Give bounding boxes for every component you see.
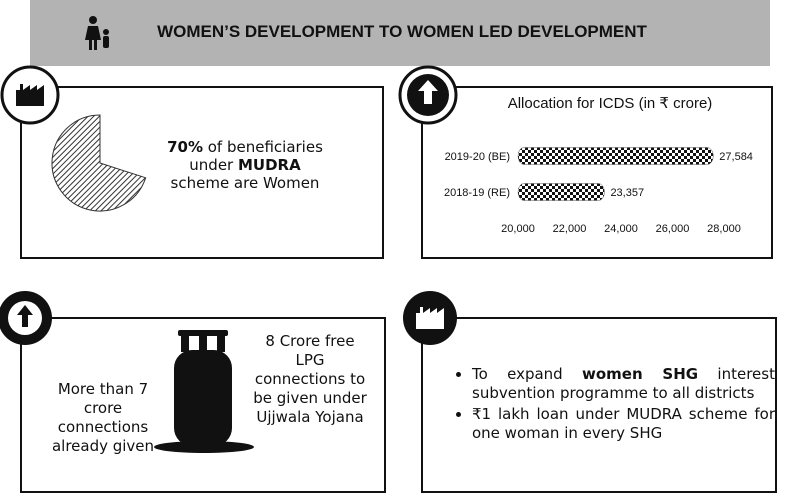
chart-title: Allocation for ICDS (in ₹ crore) — [508, 95, 713, 112]
bar — [517, 147, 714, 165]
text: of beneficiaries under — [189, 138, 323, 174]
value-label: 27,584 — [719, 151, 753, 163]
bullet: To expand women SHG interest subvention … — [472, 365, 775, 403]
panel — [421, 317, 777, 493]
gas-cylinder — [154, 330, 254, 453]
text: To expand — [472, 365, 583, 383]
factory-badge — [403, 291, 457, 345]
shg-list: To expand women SHG interest subvention … — [450, 365, 775, 445]
factory-badge — [0, 65, 60, 125]
x-tick-label: 26,000 — [656, 223, 690, 235]
category-label: 2019-20 (BE) — [445, 151, 510, 163]
ujjwala-given: More than 7 crore connections already gi… — [51, 380, 155, 455]
value-label: 23,357 — [610, 187, 644, 199]
arrow-badge — [0, 291, 52, 345]
family-icon — [85, 16, 109, 50]
x-tick-label: 24,000 — [604, 223, 638, 235]
share-label: 70% — [167, 138, 203, 156]
header-bar — [30, 0, 770, 66]
bullet-list: To expand women SHG interest subvention … — [450, 365, 775, 443]
header-title: WOMEN’S DEVELOPMENT TO WOMEN LED DEVELOP… — [157, 22, 647, 41]
pie-slice — [51, 114, 147, 212]
bullet: ₹1 lakh loan under MUDRA scheme for one … — [472, 405, 775, 443]
ujjwala-planned: 8 Crore free LPG connections to be given… — [253, 332, 367, 426]
x-tick-label: 28,000 — [707, 223, 741, 235]
panel — [421, 86, 773, 259]
x-tick-label: 20,000 — [501, 223, 535, 235]
text-bold: women SHG — [582, 365, 699, 383]
text: ₹1 lakh loan under MUDRA scheme for one … — [472, 405, 775, 442]
category-label: 2018-19 (RE) — [444, 187, 510, 199]
text-bold: MUDRA — [237, 156, 301, 174]
mudra-text: 70% of beneficiaries under MUDRA scheme … — [160, 138, 330, 192]
arrow-badge — [398, 65, 458, 125]
text: interest subvention programme to all dis… — [472, 365, 775, 402]
x-tick-label: 22,000 — [553, 223, 587, 235]
text: scheme are Women — [170, 174, 320, 192]
bar — [517, 183, 605, 201]
